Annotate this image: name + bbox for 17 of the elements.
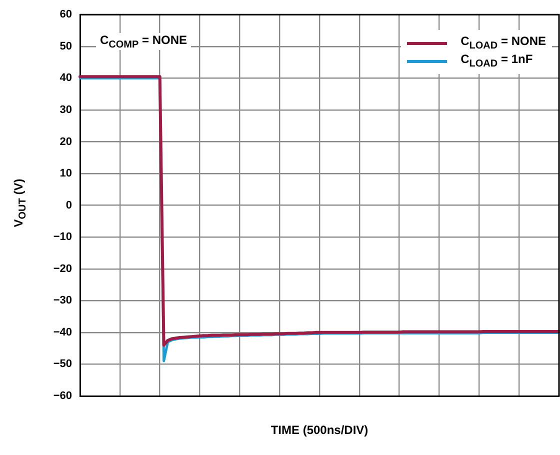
y-tick-label: 60 [60, 8, 72, 21]
y-tick-label: −40 [53, 326, 72, 338]
y-tick-label: 30 [60, 104, 72, 116]
annotation: C$_{COMP}$ = NONE [96, 33, 192, 50]
legend-label: C$_{LOAD}$ = NONE [460, 34, 546, 52]
y-tick-label: 20 [60, 136, 72, 148]
y-tick-label: −10 [53, 231, 72, 244]
y-tick-label: 50 [60, 40, 72, 52]
legend-label: C$_{LOAD}$ = 1nF [460, 52, 533, 70]
y-tick-label: −50 [53, 358, 72, 370]
y-tick-label: 40 [60, 72, 72, 84]
y-tick-label: 0 [66, 199, 72, 212]
x-axis-title: TIME (500ns/DIV) [270, 423, 368, 437]
y-tick-label: −60 [53, 390, 72, 402]
y-tick-label: −30 [53, 294, 72, 307]
y-tick-label: 10 [60, 168, 72, 180]
y-tick-label: −20 [53, 262, 72, 275]
